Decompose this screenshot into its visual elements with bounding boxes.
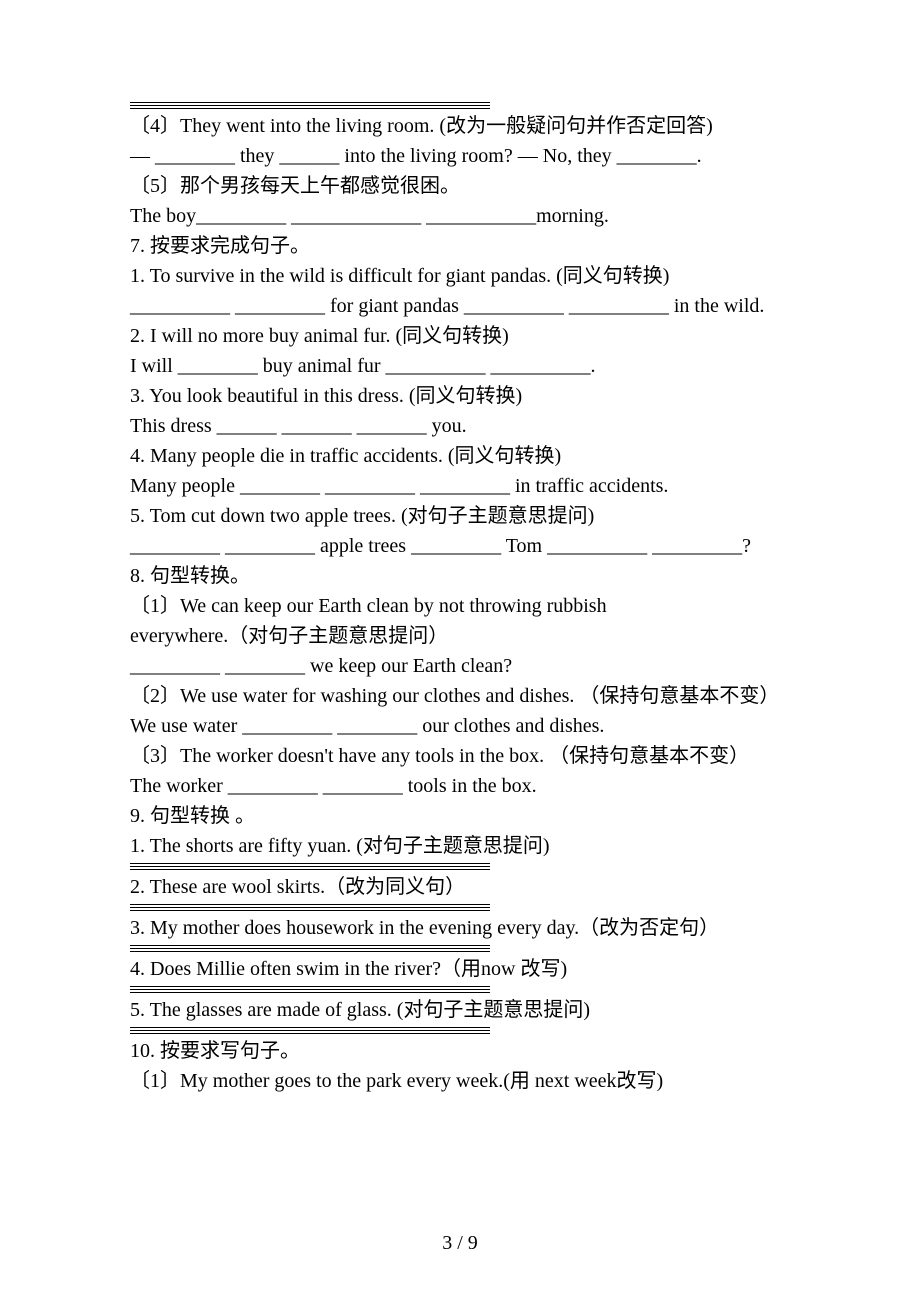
section-7-item-1-prompt: 1. To survive in the wild is difficult f… (130, 261, 818, 291)
blank-answer-lines (130, 102, 818, 109)
section-10-title: 10. 按要求写句子。 (130, 1036, 818, 1066)
blank-answer-lines (130, 986, 818, 993)
section-8-item-3-line: The worker _________ ________ tools in t… (130, 771, 818, 801)
section-7-item-4-prompt: 4. Many people die in traffic accidents.… (130, 441, 818, 471)
section-10-item-1: 〔1〕My mother goes to the park every week… (130, 1066, 818, 1096)
section-8-item-1-line: _________ ________ we keep our Earth cle… (130, 651, 818, 681)
question-5-prompt: 〔5〕那个男孩每天上午都感觉很困。 (130, 171, 818, 201)
section-7-item-4-line: Many people ________ _________ _________… (130, 471, 818, 501)
section-7-title: 7. 按要求完成句子。 (130, 231, 818, 261)
section-9-item-5: 5. The glasses are made of glass. (对句子主题… (130, 995, 818, 1025)
section-8-item-1-prompt-1: 〔1〕We can keep our Earth clean by not th… (130, 591, 818, 621)
blank-answer-lines (130, 904, 818, 911)
document-body: 〔4〕They went into the living room. (改为一般… (130, 102, 818, 1096)
section-8-title: 8. 句型转换。 (130, 561, 818, 591)
section-7-item-3-prompt: 3. You look beautiful in this dress. (同义… (130, 381, 818, 411)
blank-answer-lines (130, 1027, 818, 1034)
section-8-item-3-prompt: 〔3〕The worker doesn't have any tools in … (130, 741, 818, 771)
section-8-item-1-prompt-2: everywhere.（对句子主题意思提问） (130, 621, 818, 651)
question-5-line: The boy_________ _____________ _________… (130, 201, 818, 231)
section-7-item-5-line: _________ _________ apple trees ________… (130, 531, 818, 561)
section-8-item-2-prompt: 〔2〕We use water for washing our clothes … (130, 681, 818, 711)
section-7-item-1-line: __________ _________ for giant pandas __… (130, 291, 818, 321)
section-7-item-3-line: This dress ______ _______ _______ you. (130, 411, 818, 441)
page-number: 3 / 9 (442, 1228, 478, 1258)
section-9-item-3: 3. My mother does housework in the eveni… (130, 913, 818, 943)
section-9-item-2: 2. These are wool skirts.（改为同义句） (130, 872, 818, 902)
section-9-item-1: 1. The shorts are fifty yuan. (对句子主题意思提问… (130, 831, 818, 861)
question-4-prompt: 〔4〕They went into the living room. (改为一般… (130, 111, 818, 141)
section-7-item-2-line: I will ________ buy animal fur _________… (130, 351, 818, 381)
section-8-item-2-line: We use water _________ ________ our clot… (130, 711, 818, 741)
section-7-item-5-prompt: 5. Tom cut down two apple trees. (对句子主题意… (130, 501, 818, 531)
blank-answer-lines (130, 945, 818, 952)
blank-answer-lines (130, 863, 818, 870)
section-7-item-2-prompt: 2. I will no more buy animal fur. (同义句转换… (130, 321, 818, 351)
section-9-item-4: 4. Does Millie often swim in the river?（… (130, 954, 818, 984)
section-9-title: 9. 句型转换 。 (130, 801, 818, 831)
question-4-line: — ________ they ______ into the living r… (130, 141, 818, 171)
